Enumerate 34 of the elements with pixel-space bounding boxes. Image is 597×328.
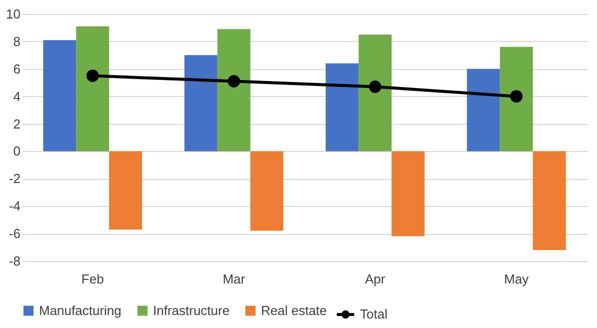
bar: [109, 151, 142, 230]
legend-label: Manufacturing: [39, 302, 122, 318]
bar: [532, 151, 566, 250]
y-tick-label: -2: [8, 171, 20, 186]
y-tick-label: 2: [13, 116, 20, 132]
x-tick-label: Mar: [222, 272, 246, 286]
legend-label: Real estate: [261, 302, 327, 318]
y-tick-label: 10: [6, 6, 20, 22]
legend-label: Total: [360, 306, 388, 322]
bar: [250, 151, 284, 231]
y-tick-label: 8: [13, 34, 20, 49]
bar: [392, 151, 425, 236]
y-tick-label: 4: [13, 88, 20, 104]
x-tick-label: Apr: [365, 272, 386, 286]
bar: [76, 26, 110, 152]
x-tick-label: May: [504, 272, 530, 286]
y-tick-label: -8: [8, 254, 20, 268]
y-tick-label: 6: [13, 61, 20, 76]
bar: [326, 63, 359, 152]
x-tick-label: Feb: [81, 272, 104, 286]
bar: [217, 29, 250, 152]
y-tick-label: 0: [13, 144, 20, 159]
point: [368, 80, 382, 93]
bar: [500, 46, 533, 152]
legend-label: Infrastructure: [153, 302, 230, 318]
y-tick-label: -6: [8, 226, 20, 242]
bar: [358, 34, 392, 152]
point: [86, 70, 99, 82]
bar: [43, 40, 76, 152]
point: [510, 90, 523, 103]
bar: [184, 55, 218, 152]
bar: [466, 68, 500, 152]
point: [228, 75, 240, 88]
y-tick-label: -4: [8, 198, 20, 214]
